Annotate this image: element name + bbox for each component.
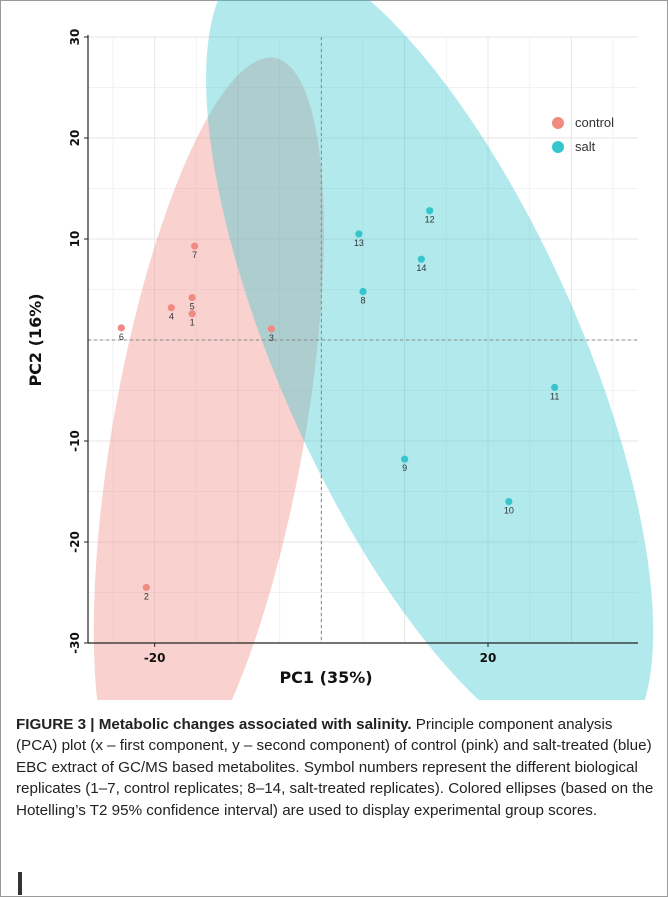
control-point-label-7: 7 <box>192 250 197 260</box>
caption-text: Principle component analysis (PCA) plot … <box>16 716 654 819</box>
salt-point-label-12: 12 <box>425 215 435 225</box>
legend-marker-control <box>552 117 564 129</box>
control-point-4 <box>167 304 175 312</box>
control-point-label-4: 4 <box>169 312 174 322</box>
control-ellipse <box>93 57 324 700</box>
y-tick-label: -20 <box>68 531 82 553</box>
y-axis-title: PC2 (16%) <box>26 293 45 386</box>
salt-point-label-14: 14 <box>416 263 426 273</box>
control-point-1 <box>188 310 196 318</box>
control-point-7 <box>191 242 199 250</box>
control-point-label-3: 3 <box>269 333 274 343</box>
x-tick-label: -20 <box>144 651 166 665</box>
legend-label-control: control <box>575 115 614 130</box>
salt-point-11 <box>551 383 559 392</box>
legend-label-salt: salt <box>575 139 596 154</box>
salt-point-14 <box>417 255 425 263</box>
control-point-2 <box>142 583 150 592</box>
y-tick-label: 10 <box>68 231 82 248</box>
salt-point-9 <box>401 455 409 463</box>
control-point-6 <box>117 324 125 332</box>
figure-number: FIGURE 3 | <box>16 716 99 733</box>
control-point-label-5: 5 <box>190 302 195 312</box>
grid <box>88 36 638 644</box>
salt-point-13 <box>355 230 363 238</box>
caption-margin-rule <box>18 872 22 895</box>
y-tick-label: 20 <box>68 130 82 147</box>
salt-ellipse <box>206 0 654 700</box>
control-point-label-2: 2 <box>144 591 149 601</box>
control-point-label-6: 6 <box>119 332 124 342</box>
confidence-ellipses <box>93 0 654 700</box>
y-tick-label: -10 <box>68 430 82 452</box>
control-point-3 <box>267 325 275 333</box>
y-tick-label: -30 <box>68 632 82 654</box>
salt-point-label-10: 10 <box>504 506 514 516</box>
legend-marker-salt <box>552 141 564 153</box>
control-point-label-1: 1 <box>190 318 195 328</box>
salt-point-label-9: 9 <box>402 463 407 473</box>
salt-point-label-11: 11 <box>550 391 559 401</box>
salt-point-label-13: 13 <box>354 238 364 248</box>
reference-lines <box>88 37 638 643</box>
control-point-5 <box>188 293 196 302</box>
x-tick-label: 20 <box>480 651 497 665</box>
y-tick-label: 30 <box>68 29 82 46</box>
figure-caption: FIGURE 3 | Metabolic changes associated … <box>16 714 656 821</box>
x-axis-title: PC1 (35%) <box>279 668 372 687</box>
salt-point-label-8: 8 <box>360 296 365 306</box>
salt-point-12 <box>426 207 434 215</box>
salt-point-10 <box>505 498 513 506</box>
figure-title: Metabolic changes associated with salini… <box>98 716 412 733</box>
axes: 30 20 10 -10 -20 -30 -20 20 <box>68 29 638 665</box>
legend: control salt <box>552 115 614 154</box>
salt-point-8 <box>359 287 367 296</box>
